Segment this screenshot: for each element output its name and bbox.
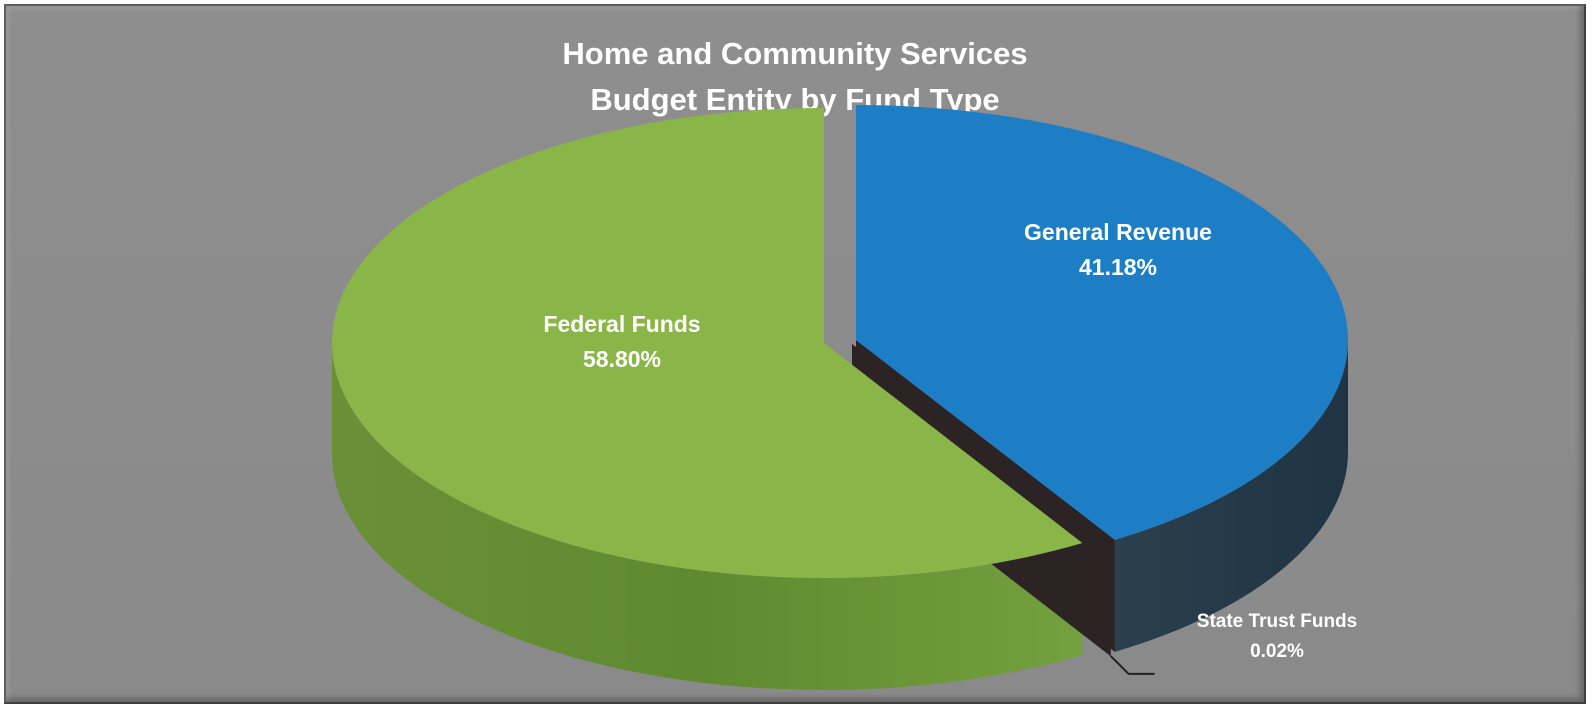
data-value-state-trust-funds: 0.02% (1250, 641, 1304, 662)
data-value-federal-funds: 58.80% (583, 346, 661, 372)
slice-side-federal-funds (332, 343, 1083, 690)
data-label-federal-funds: Federal Funds (543, 311, 700, 337)
data-value-general-revenue: 41.18% (1079, 254, 1157, 280)
slice-side-general-revenue (1114, 340, 1348, 652)
data-label-state-trust-funds: State Trust Funds (1197, 611, 1357, 632)
leader-line-state-trust-funds (1109, 655, 1155, 675)
slice-state-trust-funds (852, 344, 1111, 544)
chart-title: Home and Community Services (562, 36, 1028, 71)
slice-general-revenue (856, 105, 1348, 540)
data-label-general-revenue: General Revenue (1024, 219, 1212, 245)
slice-federal-funds (331, 108, 1083, 578)
